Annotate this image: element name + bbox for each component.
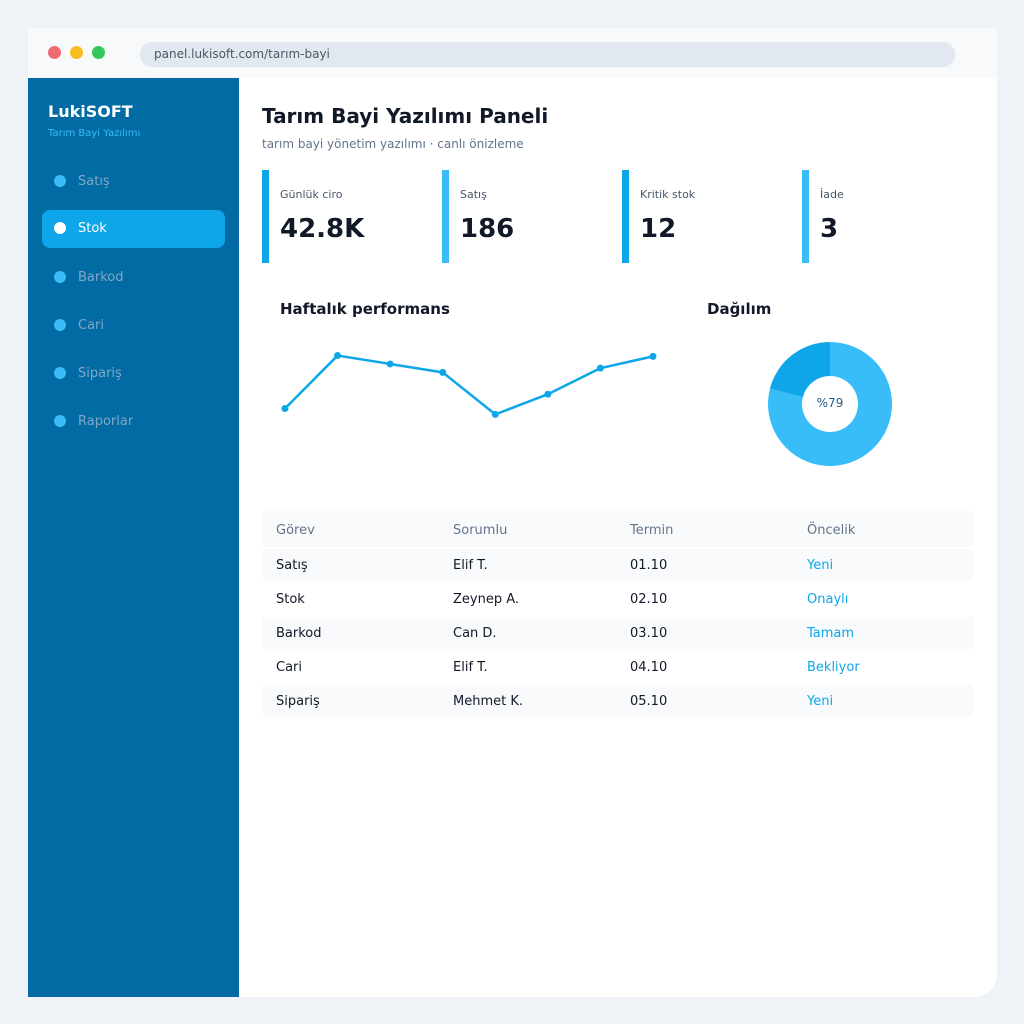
column-header: Sorumlu — [453, 523, 508, 538]
kpi-card-iade: İade 3 — [802, 170, 972, 263]
column-header: Öncelik — [807, 523, 856, 538]
nav-dot-icon — [54, 319, 66, 331]
kpi-value: 12 — [640, 214, 677, 244]
maximize-window-button[interactable] — [92, 46, 105, 59]
sidebar-item-label: Cari — [78, 318, 104, 333]
owner-cell: Elif T. — [453, 558, 488, 573]
performance-point-1 — [281, 404, 289, 412]
sidebar-item-label: Barkod — [78, 270, 124, 285]
due-cell: 01.10 — [630, 558, 668, 573]
donut-slice-1 — [768, 342, 892, 466]
performance-point-6 — [544, 390, 552, 398]
task-cell: Sipariş — [276, 694, 320, 709]
kpi-value: 42.8K — [280, 214, 365, 244]
donut-center-label: %79 — [816, 396, 844, 410]
kpi-value: 186 — [460, 214, 515, 244]
main-content: Tarım Bayi Yazılımı Paneli tarım bayi yö… — [239, 78, 997, 997]
column-header: Görev — [276, 523, 315, 538]
due-cell: 05.10 — [630, 694, 668, 709]
distribution-chart-title: Dağılım — [707, 300, 772, 318]
kpi-accent-bar — [802, 170, 809, 263]
owner-cell: Zeynep A. — [453, 592, 520, 607]
due-cell: 04.10 — [630, 660, 668, 675]
address-bar-url: panel.lukisoft.com/tarım-bayi — [154, 47, 330, 61]
browser-titlebar: panel.lukisoft.com/tarım-bayi — [28, 28, 997, 78]
priority-cell: Onaylı — [807, 592, 849, 607]
due-cell: 03.10 — [630, 626, 668, 641]
brand-logo: LukiSOFT — [48, 102, 133, 121]
close-window-button[interactable] — [48, 46, 61, 59]
kpi-label: Satış — [460, 188, 487, 201]
task-cell: Satış — [276, 558, 308, 573]
nav-dot-icon — [54, 367, 66, 379]
performance-line-chart — [281, 352, 657, 418]
kpi-card-kritik-stok: Kritik stok 12 — [622, 170, 792, 263]
browser-window: panel.lukisoft.com/tarım-bayi LukiSOFT T… — [28, 28, 997, 997]
performance-point-8 — [649, 352, 657, 360]
table-row[interactable]: Sipariş Mehmet K. 05.10 Yeni — [263, 685, 973, 717]
performance-point-4 — [439, 368, 447, 376]
minimize-window-button[interactable] — [70, 46, 83, 59]
kpi-label: İade — [820, 188, 844, 201]
task-cell: Cari — [276, 660, 302, 675]
sidebar-item-label: Raporlar — [78, 414, 134, 429]
page-subtitle: tarım bayi yönetim yazılımı · canlı öniz… — [262, 137, 524, 151]
nav-dot-icon — [54, 271, 66, 283]
sidebar-item-barkod[interactable]: Barkod — [42, 259, 225, 297]
owner-cell: Mehmet K. — [453, 694, 524, 709]
donut-slice-2 — [769, 342, 830, 398]
priority-cell: Tamam — [807, 626, 855, 641]
kpi-accent-bar — [262, 170, 269, 263]
table-row[interactable]: Cari Elif T. 04.10 Bekliyor — [263, 651, 973, 683]
table-row[interactable]: Satış Elif T. 01.10 Yeni — [263, 549, 973, 581]
task-cell: Barkod — [276, 626, 322, 641]
sidebar-item-siparis[interactable]: Sipariş — [42, 355, 225, 393]
sidebar-item-raporlar[interactable]: Raporlar — [42, 403, 225, 441]
kpi-accent-bar — [442, 170, 449, 263]
kpi-accent-bar — [622, 170, 629, 263]
priority-cell: Bekliyor — [807, 660, 860, 675]
performance-point-7 — [596, 364, 604, 372]
priority-cell: Yeni — [807, 558, 834, 573]
kpi-label: Günlük ciro — [280, 188, 343, 201]
distribution-donut-chart — [768, 342, 892, 466]
brand-subtitle: Tarım Bayi Yazılımı — [48, 128, 141, 139]
kpi-value: 3 — [820, 214, 839, 244]
task-cell: Stok — [276, 592, 305, 607]
page-title: Tarım Bayi Yazılımı Paneli — [262, 104, 549, 128]
nav-dot-icon — [54, 415, 66, 427]
kpi-label: Kritik stok — [640, 188, 696, 201]
kpi-card-ciro: Günlük ciro 42.8K — [262, 170, 432, 263]
performance-point-3 — [386, 360, 394, 368]
sidebar-item-cari[interactable]: Cari — [42, 307, 225, 345]
address-bar[interactable]: panel.lukisoft.com/tarım-bayi — [140, 42, 955, 67]
sidebar-item-label: Sipariş — [78, 366, 122, 381]
performance-chart-title: Haftalık performans — [280, 300, 450, 318]
table-header: Görev Sorumlu Termin Öncelik — [263, 511, 973, 547]
performance-point-2 — [334, 352, 342, 360]
kpi-card-satis: Satış 186 — [442, 170, 612, 263]
owner-cell: Elif T. — [453, 660, 488, 675]
priority-cell: Yeni — [807, 694, 834, 709]
performance-point-5 — [491, 410, 499, 418]
sidebar-item-stok[interactable]: Stok — [42, 210, 225, 248]
table-row[interactable]: Barkod Can D. 03.10 Tamam — [263, 617, 973, 649]
sidebar-item-label: Stok — [78, 221, 107, 236]
table-row[interactable]: Stok Zeynep A. 02.10 Onaylı — [263, 583, 973, 615]
sidebar-item-satis[interactable]: Satış — [42, 163, 225, 201]
column-header: Termin — [630, 523, 674, 538]
nav-dot-icon — [54, 175, 66, 187]
due-cell: 02.10 — [630, 592, 668, 607]
performance-series-line — [284, 354, 654, 416]
sidebar: LukiSOFT Tarım Bayi Yazılımı Satış Stok … — [28, 78, 239, 997]
sidebar-item-label: Satış — [78, 174, 110, 189]
nav-dot-icon — [54, 222, 66, 234]
owner-cell: Can D. — [453, 626, 497, 641]
